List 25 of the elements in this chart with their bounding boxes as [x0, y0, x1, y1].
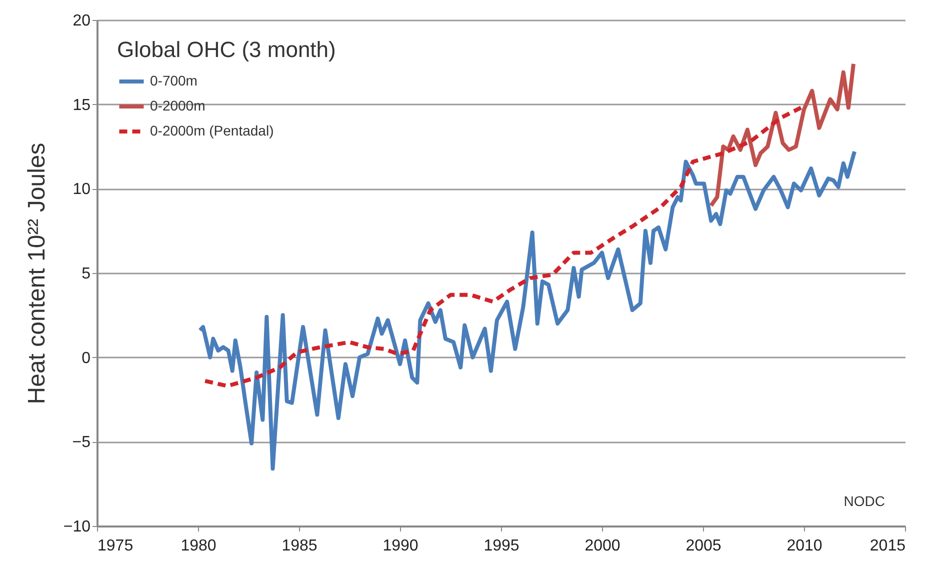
- y-tick-label: 5: [82, 266, 91, 282]
- legend-label: 0-2000m: [150, 98, 206, 114]
- x-tick-label: 2010: [786, 538, 822, 554]
- x-tick-label: 2005: [686, 538, 722, 554]
- y-tick-label: −5: [72, 434, 91, 452]
- legend-label: 0-2000m (Pentadal): [150, 122, 274, 138]
- legend-title: Global OHC (3 month): [117, 37, 336, 62]
- x-tick-label: 2015: [870, 538, 906, 554]
- x-tick-label: 1995: [484, 538, 520, 554]
- legend-label: 0-700m: [150, 72, 198, 88]
- y-tick-label: −10: [63, 518, 91, 536]
- line-series: [709, 62, 856, 208]
- annotation: NODC: [844, 493, 885, 509]
- y-tick-label: 20: [72, 12, 91, 30]
- y-tick-label: 0: [82, 350, 91, 367]
- y-tick-label: 15: [72, 96, 91, 114]
- x-tick-label: 1975: [98, 538, 134, 554]
- y-tick-label: 10: [72, 181, 91, 198]
- x-tick-label: 2000: [584, 538, 620, 554]
- x-tick-label: 1990: [382, 538, 418, 554]
- x-tick-label: 1985: [282, 538, 318, 554]
- line-series: [198, 150, 856, 471]
- y-axis-title: Heat content 10²² Joules: [23, 142, 50, 404]
- line-series: [203, 106, 803, 388]
- x-tick-label: 1980: [180, 538, 216, 554]
